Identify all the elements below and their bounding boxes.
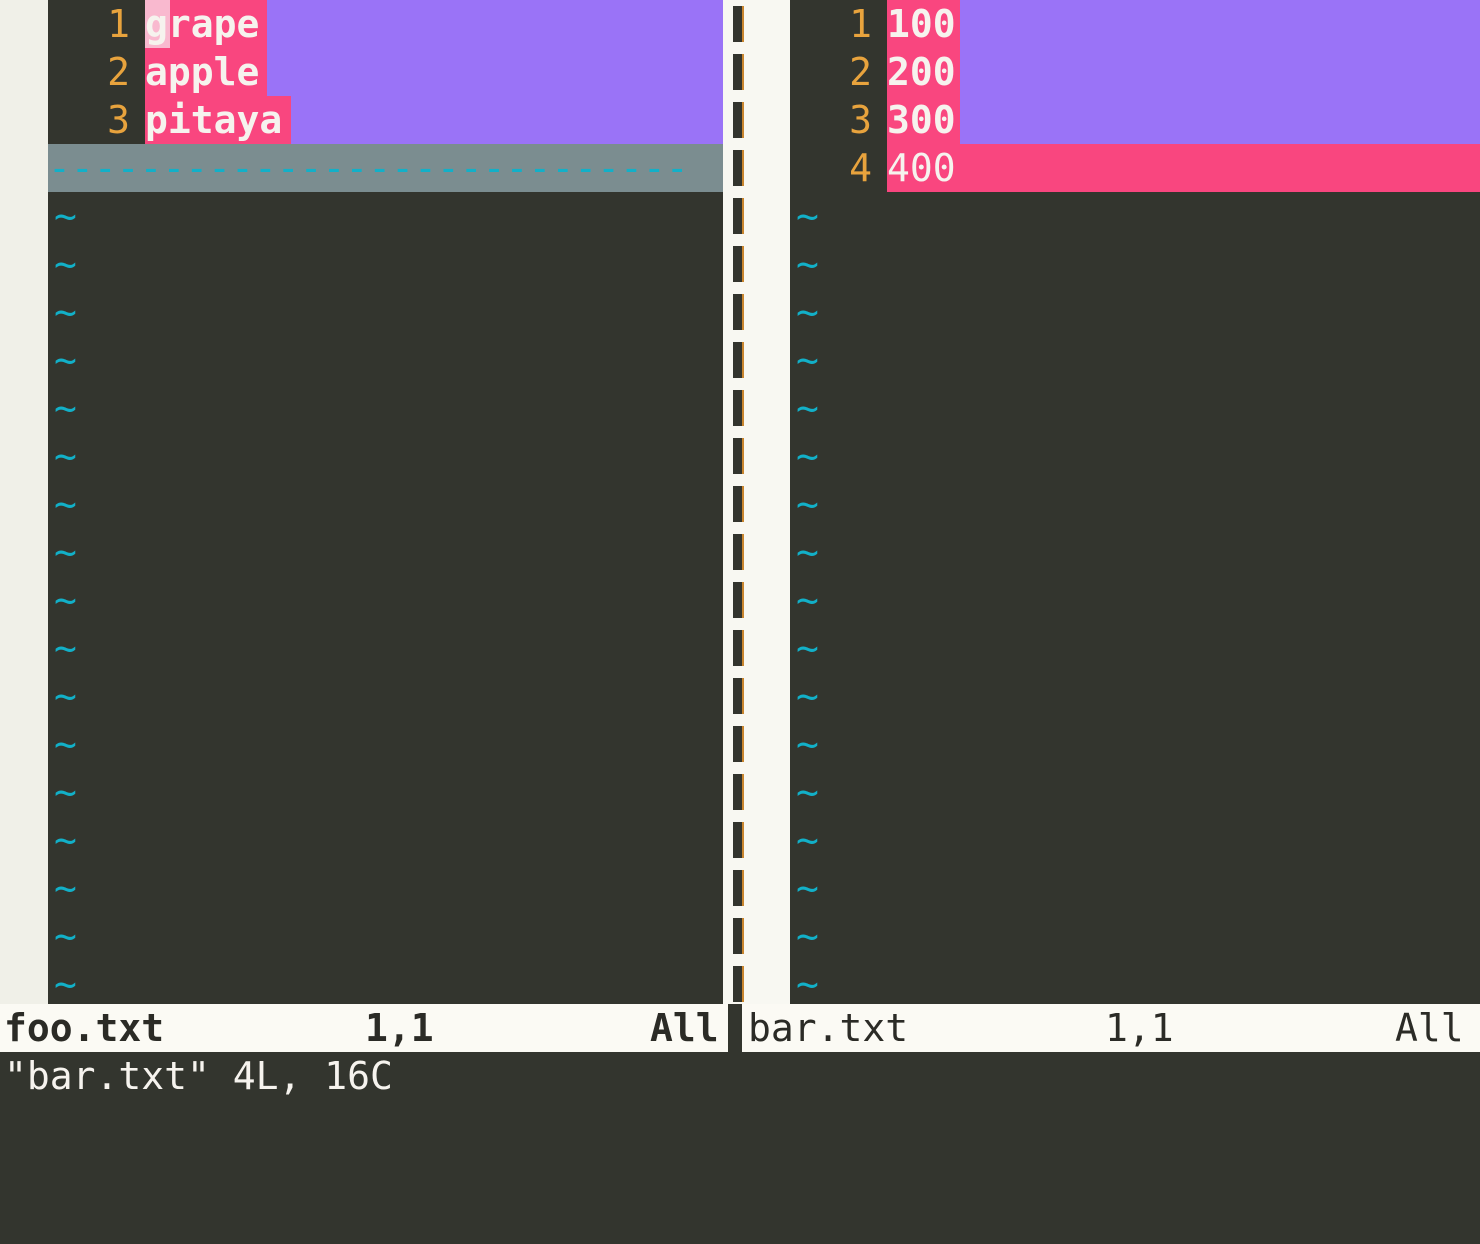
empty-line-marker: ~ <box>54 242 77 286</box>
empty-line-marker: ~ <box>54 818 77 862</box>
line-number: 1 <box>849 2 872 46</box>
left-edge-margin <box>0 0 48 1004</box>
empty-line-marker: ~ <box>796 818 819 862</box>
empty-line-marker: ~ <box>796 578 819 622</box>
separator-bar <box>733 54 744 90</box>
empty-line-marker: ~ <box>796 866 819 910</box>
diff-filler-dashes: ---------------------------- <box>48 146 689 190</box>
empty-line-marker: ~ <box>54 914 77 958</box>
diff-text-band <box>887 96 961 144</box>
separator-bar <box>733 918 744 954</box>
empty-line-marker: ~ <box>796 386 819 430</box>
window-separator[interactable] <box>723 0 790 1004</box>
code-line[interactable]: 400 <box>887 146 956 190</box>
diff-text-band <box>887 48 961 96</box>
empty-line-marker: ~ <box>54 626 77 670</box>
line-number: 2 <box>849 50 872 94</box>
empty-line-marker: ~ <box>796 482 819 526</box>
empty-line-marker: ~ <box>54 866 77 910</box>
line-number: 2 <box>107 50 130 94</box>
separator-bar <box>733 870 744 906</box>
empty-line-marker: ~ <box>796 914 819 958</box>
empty-line-marker: ~ <box>796 194 819 238</box>
empty-line-marker: ~ <box>54 338 77 382</box>
empty-line-marker: ~ <box>54 578 77 622</box>
separator-bar <box>733 534 744 570</box>
diff-text-band <box>145 48 267 96</box>
message-line: "bar.txt" 4L, 16C <box>0 1052 1480 1100</box>
separator-bar <box>733 774 744 810</box>
statusline-right[interactable]: bar.txt 1,1 All <box>742 1004 1480 1052</box>
separator-bar <box>733 438 744 474</box>
code-line[interactable]: 200 <box>887 50 956 94</box>
line-number: 1 <box>107 2 130 46</box>
empty-line-marker: ~ <box>796 770 819 814</box>
code-line[interactable]: pitaya <box>145 98 283 142</box>
diff-text-band <box>887 0 961 48</box>
diff-change-band <box>887 96 1480 144</box>
diff-filler-row: ---------------------------- <box>48 144 723 192</box>
empty-line-marker: ~ <box>54 194 77 238</box>
diff-change-band <box>887 48 1480 96</box>
empty-line-marker: ~ <box>796 962 819 1004</box>
separator-bar <box>733 390 744 426</box>
empty-line-marker: ~ <box>54 386 77 430</box>
diff-change-band <box>887 0 1480 48</box>
separator-bar <box>733 678 744 714</box>
empty-line-marker: ~ <box>796 434 819 478</box>
line-number-gutter-right <box>790 0 887 1004</box>
empty-line-marker: ~ <box>54 434 77 478</box>
statusline-right-filename: bar.txt <box>748 1006 909 1050</box>
line-number: 4 <box>849 146 872 190</box>
code-line[interactable]: 300 <box>887 98 956 142</box>
empty-line-marker: ~ <box>54 674 77 718</box>
empty-line-marker: ~ <box>796 722 819 766</box>
code-line[interactable]: 100 <box>887 2 956 46</box>
cursor-block <box>145 0 170 48</box>
empty-line-marker: ~ <box>54 482 77 526</box>
separator-bar <box>733 966 744 1002</box>
empty-line-marker: ~ <box>54 770 77 814</box>
code-line[interactable]: grape <box>145 2 260 46</box>
separator-bar <box>733 150 744 186</box>
vim-window: 1 grape 2 apple 3 pitaya ---------------------… <box>0 0 1480 1100</box>
empty-line-marker: ~ <box>796 242 819 286</box>
line-number: 3 <box>107 98 130 142</box>
line-number: 3 <box>849 98 872 142</box>
statusline-left-scroll: All <box>650 1006 719 1050</box>
statusline-right-position: 1,1 <box>1105 1006 1174 1050</box>
empty-line-marker: ~ <box>796 626 819 670</box>
separator-bar <box>733 630 744 666</box>
editor-pane-left[interactable]: 1 grape 2 apple 3 pitaya ---------------------… <box>48 0 723 1004</box>
code-line[interactable]: apple <box>145 50 260 94</box>
statusline-left-position: 1,1 <box>365 1006 434 1050</box>
diff-text-band <box>145 96 292 144</box>
empty-line-marker: ~ <box>54 290 77 334</box>
separator-bar <box>733 582 744 618</box>
empty-line-marker: ~ <box>54 962 77 1004</box>
empty-line-marker: ~ <box>796 674 819 718</box>
separator-bar <box>733 294 744 330</box>
empty-line-marker: ~ <box>796 530 819 574</box>
statusline-left-filename: foo.txt <box>4 1006 165 1050</box>
editor-pane-right[interactable]: 1 100 2 200 3 300 4 400 ~ ~ ~ ~ ~ ~ ~ ~ ~ ~ ~ ~ ~ ~ ~ ~ ~ <box>790 0 1480 1004</box>
separator-bar <box>733 486 744 522</box>
separator-bar <box>733 726 744 762</box>
separator-bar <box>733 6 744 42</box>
separator-bar <box>733 102 744 138</box>
separator-bar <box>733 198 744 234</box>
empty-line-marker: ~ <box>796 290 819 334</box>
diff-add-band <box>887 144 1480 192</box>
statusline-right-scroll: All <box>1395 1006 1464 1050</box>
statusline-left[interactable]: foo.txt 1,1 All <box>0 1004 728 1052</box>
separator-bar <box>733 822 744 858</box>
separator-bar <box>733 342 744 378</box>
empty-line-marker: ~ <box>796 338 819 382</box>
empty-line-marker: ~ <box>54 530 77 574</box>
separator-bar <box>733 246 744 282</box>
empty-line-marker: ~ <box>54 722 77 766</box>
